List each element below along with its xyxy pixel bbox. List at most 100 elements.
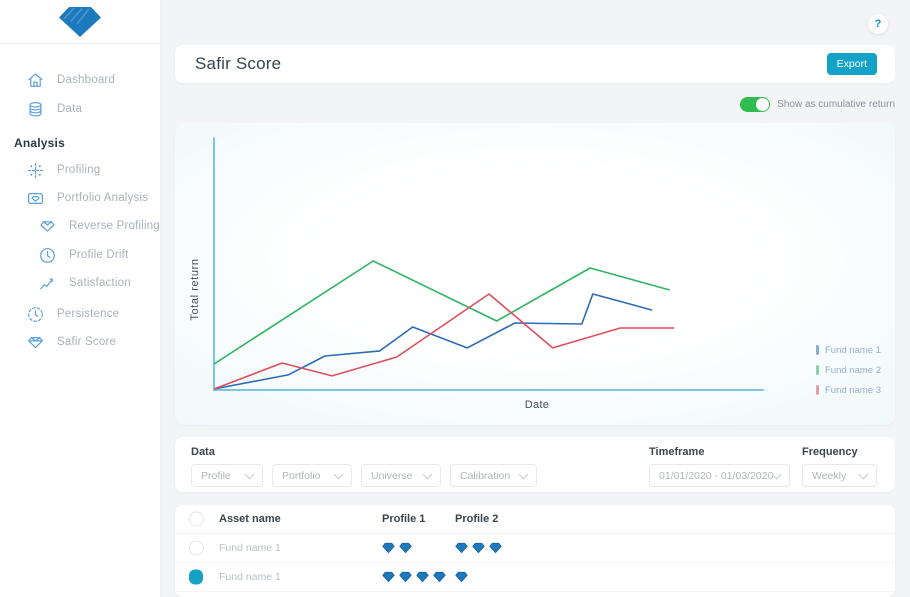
- sidebar-item-label: Safir Score: [57, 336, 117, 348]
- timeframe-value: 01/01/2020 - 01/03/2020: [659, 469, 774, 482]
- line-series-3: [213, 293, 675, 390]
- sidebar-item-label: Profiling: [57, 164, 101, 176]
- legend-marker-icon: [816, 345, 819, 355]
- sidebar-item-safir-score[interactable]: Safir Score: [0, 330, 160, 354]
- page-header-card: Safir Score Export: [175, 45, 895, 83]
- chevron-down-icon: [771, 469, 782, 479]
- frequency-label: Frequency: [802, 446, 858, 458]
- portfolio-analysis-icon: [26, 189, 45, 208]
- reverse-profiling-gem-icon: [38, 217, 57, 236]
- frequency-value: Weekly: [812, 469, 847, 482]
- home-icon: [26, 71, 45, 90]
- gem-outline-icon: [26, 333, 45, 352]
- profiling-scatter-icon: [26, 161, 45, 180]
- profile-drift-clock-icon: [38, 246, 57, 265]
- toggle-knob-icon: [756, 97, 770, 111]
- chart-axes: [213, 137, 764, 391]
- table-body: Fund name 1 Fund name 1: [175, 534, 895, 592]
- sidebar-item-label: Satisfaction: [69, 277, 131, 289]
- chart-card: Total return Date Fund name 1 Fund name 2…: [175, 123, 895, 425]
- sidebar-item-data[interactable]: Data: [0, 97, 160, 121]
- chevron-down-icon: [333, 469, 344, 479]
- sidebar-item-profile-drift[interactable]: Profile Drift: [0, 243, 160, 267]
- frequency-dropdown[interactable]: Weekly: [802, 464, 877, 487]
- database-icon: [26, 100, 45, 119]
- sidebar-item-reverse-profiling[interactable]: Reverse Profiling: [0, 214, 160, 238]
- sidebar-divider: [0, 43, 160, 44]
- gem-rating-icon: [455, 542, 468, 554]
- profile-2-gems: [455, 571, 468, 583]
- sidebar-section-analysis: Analysis: [14, 136, 65, 150]
- chevron-down-icon: [422, 469, 433, 479]
- gem-rating-icon: [382, 571, 395, 583]
- calibration-dropdown[interactable]: Calibration: [450, 464, 537, 487]
- asset-name: Fund name 1: [219, 542, 281, 554]
- sidebar-item-label: Persistence: [57, 308, 120, 320]
- line-series-1: [213, 293, 653, 390]
- x-axis-label: Date: [524, 399, 550, 411]
- help-button[interactable]: ?: [868, 14, 888, 34]
- profile-2-gems: [455, 542, 502, 554]
- sidebar-item-label: Data: [57, 103, 83, 115]
- select-all-checkbox[interactable]: [189, 511, 204, 527]
- sidebar-item-label: Portfolio Analysis: [57, 192, 149, 204]
- legend-item: Fund name 3: [816, 380, 881, 400]
- gem-rating-icon: [399, 571, 412, 583]
- column-header-profile-2: Profile 2: [455, 513, 499, 525]
- sidebar-item-persistence[interactable]: Persistence: [0, 302, 160, 326]
- profile-dropdown[interactable]: Profile: [191, 464, 263, 487]
- cumulative-toggle-row: Show as cumulative return: [175, 95, 895, 113]
- assets-table-card: Asset name Profile 1 Profile 2 Fund name…: [175, 505, 895, 597]
- app-logo-gem-icon: [57, 5, 103, 39]
- universe-dropdown[interactable]: Universe: [361, 464, 441, 487]
- dropdown-value: Portfolio: [282, 469, 321, 482]
- column-header-asset-name: Asset name: [219, 513, 281, 525]
- page-title: Safir Score: [195, 54, 282, 73]
- cumulative-toggle-label: Show as cumulative return: [777, 98, 895, 110]
- sidebar-item-dashboard[interactable]: Dashboard: [0, 68, 160, 92]
- cumulative-return-toggle[interactable]: [740, 96, 771, 112]
- chevron-down-icon: [518, 469, 529, 479]
- table-row: Fund name 1: [175, 534, 895, 563]
- sidebar-item-label: Reverse Profiling: [69, 220, 160, 232]
- dropdown-value: Profile: [201, 469, 231, 482]
- y-axis-label: Total return: [189, 258, 201, 321]
- persistence-dashed-clock-icon: [26, 305, 45, 324]
- sidebar: Analysis Dashboard Data Profiling Portfolio…: [0, 0, 160, 597]
- legend-label: Fund name 1: [825, 344, 881, 356]
- portfolio-dropdown[interactable]: Portfolio: [272, 464, 352, 487]
- sidebar-item-label: Profile Drift: [69, 249, 129, 261]
- legend-label: Fund name 3: [825, 384, 881, 396]
- data-filters-label: Data: [191, 446, 215, 458]
- gem-rating-icon: [416, 571, 429, 583]
- row-checkbox[interactable]: [189, 540, 204, 556]
- timeframe-label: Timeframe: [649, 446, 705, 458]
- table-row: Fund name 1: [175, 563, 895, 592]
- sidebar-item-portfolio-analysis[interactable]: Portfolio Analysis: [0, 186, 160, 210]
- profile-1-gems: [382, 571, 446, 583]
- legend-marker-icon: [816, 385, 819, 395]
- legend-label: Fund name 2: [825, 364, 881, 376]
- gem-rating-icon: [382, 542, 395, 554]
- dropdown-value: Universe: [371, 469, 413, 482]
- gem-rating-icon: [399, 542, 412, 554]
- legend-item: Fund name 1: [816, 340, 881, 360]
- asset-name: Fund name 1: [219, 571, 281, 583]
- gem-rating-icon: [433, 571, 446, 583]
- chevron-down-icon: [244, 469, 255, 479]
- data-dropdowns-group: Profile Portfolio Universe Calibration: [191, 464, 537, 487]
- legend-item: Fund name 2: [816, 360, 881, 380]
- row-checkbox[interactable]: [189, 569, 203, 585]
- column-header-profile-1: Profile 1: [382, 513, 426, 525]
- gem-rating-icon: [472, 542, 485, 554]
- export-button[interactable]: Export: [826, 53, 877, 75]
- gem-rating-icon: [489, 542, 502, 554]
- timeframe-dropdown[interactable]: 01/01/2020 - 01/03/2020: [649, 464, 790, 487]
- sidebar-item-satisfaction[interactable]: Satisfaction: [0, 271, 160, 295]
- gem-rating-icon: [455, 571, 468, 583]
- chart-legend: Fund name 1 Fund name 2 Fund name 3: [816, 340, 881, 400]
- filters-card: Data Profile Portfolio Universe Calibration…: [175, 437, 895, 492]
- sidebar-item-profiling[interactable]: Profiling: [0, 158, 160, 182]
- line-series-2: [213, 260, 670, 365]
- legend-marker-icon: [816, 365, 819, 375]
